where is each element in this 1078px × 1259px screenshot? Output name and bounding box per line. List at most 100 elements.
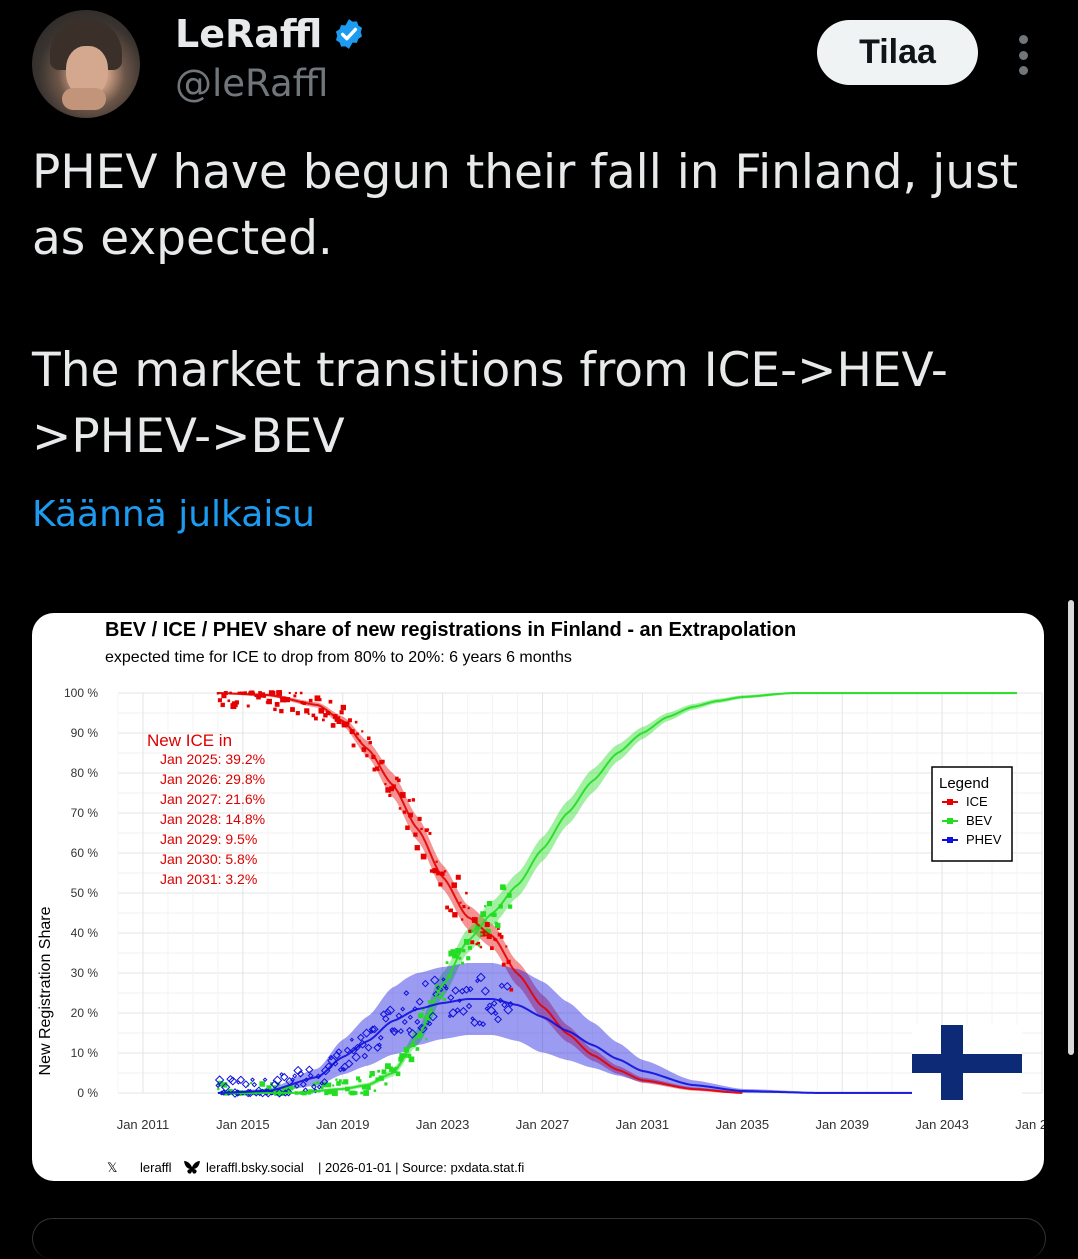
confidence-bands: [217, 693, 1018, 1093]
bev-point: [486, 901, 492, 907]
phev-point: [335, 1048, 343, 1056]
ice-point: [462, 904, 466, 909]
bev-point: [293, 1085, 297, 1089]
bev-point: [445, 961, 449, 964]
bev-point: [474, 927, 477, 931]
ice-point: [426, 828, 430, 831]
phev-point: [215, 1082, 221, 1089]
bev-point: [471, 929, 475, 933]
ice-point: [241, 691, 245, 695]
ice-point: [246, 704, 250, 708]
ice-point: [279, 708, 284, 714]
ice-point: [234, 700, 239, 705]
annotation-line: Jan 2028: 14.8%: [160, 811, 265, 827]
bev-point: [507, 893, 512, 898]
ice-point: [505, 945, 508, 948]
bev-point: [475, 924, 480, 930]
bev-point: [331, 1090, 338, 1096]
more-dot: [1018, 35, 1028, 44]
bev-point: [407, 1053, 412, 1058]
bev-point: [351, 1090, 356, 1096]
ice-point: [262, 694, 267, 698]
ice-point: [314, 716, 318, 721]
annotation-line: Jan 2026: 29.8%: [160, 771, 265, 787]
phev-point: [262, 1077, 268, 1083]
bev-point: [266, 1085, 272, 1091]
chart-subtitle: expected time for ICE to drop from 80% t…: [105, 649, 572, 666]
ice-point: [429, 869, 434, 873]
phev-point: [293, 1083, 300, 1089]
phev-point: [382, 1015, 390, 1023]
ice-point: [340, 704, 346, 711]
ice-point: [497, 932, 502, 937]
subscribe-button[interactable]: Tilaa: [817, 20, 978, 85]
author-handle[interactable]: @leRaffl: [175, 62, 329, 105]
ice-point: [407, 798, 411, 803]
author-name[interactable]: LeRaffl: [175, 12, 323, 56]
phev-point: [462, 985, 471, 994]
x-axis-ticks: Jan 2011 Jan 2015 Jan 2019 Jan 2023 Jan 2027…: [117, 1117, 1044, 1132]
author-name-row[interactable]: LeRaffl: [175, 12, 366, 56]
ice-point: [361, 730, 364, 733]
ice-point: [396, 778, 401, 783]
ice-point: [254, 694, 257, 698]
tweet-media-image[interactable]: BEV / ICE / PHEV share of new registrati…: [32, 613, 1044, 1181]
phev-point: [311, 1083, 317, 1090]
page-scrollbar[interactable]: [1068, 600, 1074, 1055]
ice-point: [328, 699, 333, 704]
phev-point: [274, 1088, 285, 1098]
legend-swatch-marker: [947, 799, 953, 805]
ice-point: [451, 882, 457, 888]
ice-point: [307, 712, 310, 715]
ice-point: [501, 962, 506, 967]
ice-point: [290, 707, 295, 712]
footer-x-user: leraffl: [140, 1160, 172, 1175]
x-logo-icon: 𝕏: [107, 1160, 117, 1175]
more-options-icon[interactable]: [1012, 35, 1034, 75]
phev-point: [284, 1088, 293, 1097]
ice-point: [438, 882, 443, 887]
x-tick-label: Jan 2039: [815, 1117, 869, 1132]
y-tick-label: 70 %: [71, 806, 99, 820]
chart-legend: Legend ICE BEV PHEV: [931, 766, 1013, 862]
finland-flag-icon: [912, 1025, 1022, 1100]
annotation-line: Jan 2029: 9.5%: [160, 831, 257, 847]
phev-point: [280, 1072, 289, 1082]
phev-point: [343, 1046, 351, 1054]
phev-point: [364, 1043, 373, 1052]
bev-point: [507, 904, 513, 909]
bev-point: [494, 922, 501, 929]
author-avatar[interactable]: [32, 10, 140, 118]
phev-point: [498, 982, 505, 989]
ice-point: [411, 798, 416, 802]
avatar-hand: [62, 88, 106, 110]
x-tick-label: Jan 2031: [616, 1117, 670, 1132]
bev-point: [377, 1069, 381, 1073]
bev-point: [395, 1071, 401, 1077]
bev-point: [360, 1091, 364, 1095]
ice-point: [271, 690, 276, 696]
series-lines: [217, 692, 1018, 1094]
phev-point: [421, 979, 430, 988]
ice-point: [243, 691, 247, 695]
ice-point: [341, 721, 348, 728]
bev-point: [326, 1082, 332, 1088]
phev-point: [361, 1052, 369, 1060]
bev-point: [441, 992, 445, 995]
ice-point: [354, 720, 358, 724]
ice-point: [471, 917, 478, 923]
phev-point: [470, 1016, 475, 1021]
ice-point: [311, 713, 316, 718]
ice-point: [405, 825, 410, 830]
y-tick-label: 100 %: [64, 686, 98, 700]
phev-point: [270, 1080, 280, 1089]
more-dot: [1018, 50, 1028, 60]
bev-point: [425, 1038, 428, 1041]
phev-point: [316, 1084, 322, 1090]
ice-point: [414, 845, 420, 851]
translate-link[interactable]: Käännä julkaisu: [32, 494, 315, 535]
tweet-text: PHEV have begun their fall in Finland, j…: [32, 140, 1032, 470]
ice-point: [455, 874, 461, 880]
ice-point: [432, 868, 438, 874]
phev-point: [332, 1051, 341, 1060]
